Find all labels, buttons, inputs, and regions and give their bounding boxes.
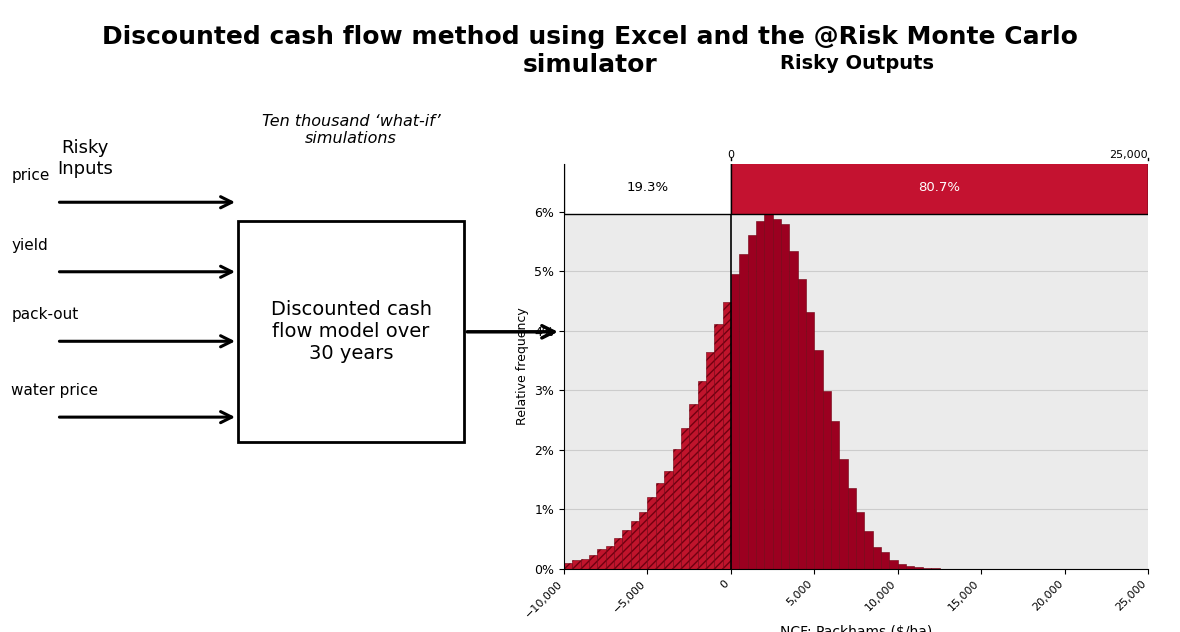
- Bar: [681, 428, 689, 569]
- Text: yield: yield: [12, 238, 48, 253]
- Bar: [789, 250, 798, 569]
- Bar: [798, 279, 806, 569]
- Bar: [689, 404, 697, 569]
- Bar: [614, 538, 623, 569]
- Bar: [597, 549, 605, 569]
- Text: 0: 0: [727, 150, 734, 159]
- X-axis label: NCF: Packhams ($/ha): NCF: Packhams ($/ha): [780, 625, 932, 632]
- Bar: [238, 221, 465, 442]
- Bar: [906, 566, 914, 569]
- Text: 80.7%: 80.7%: [918, 181, 961, 194]
- Bar: [847, 489, 856, 569]
- Y-axis label: Relative frequency: Relative frequency: [516, 308, 529, 425]
- Bar: [673, 449, 681, 569]
- Bar: [806, 312, 814, 569]
- Bar: [564, 562, 572, 569]
- Bar: [648, 497, 656, 569]
- Text: water price: water price: [12, 383, 98, 398]
- Bar: [839, 459, 847, 569]
- Bar: [765, 213, 773, 569]
- Bar: [873, 547, 881, 569]
- Bar: [706, 352, 714, 569]
- Bar: [697, 381, 706, 569]
- Bar: [748, 235, 756, 569]
- Bar: [714, 324, 722, 569]
- Text: price: price: [12, 168, 50, 183]
- Bar: [664, 470, 673, 569]
- Bar: [773, 219, 781, 569]
- Bar: [589, 554, 597, 569]
- Text: Discounted cash flow method using Excel and the @Risk Monte Carlo
simulator: Discounted cash flow method using Excel …: [101, 25, 1079, 77]
- Text: Discounted cash
flow model over
30 years: Discounted cash flow model over 30 years: [270, 300, 432, 363]
- Bar: [581, 559, 589, 569]
- Bar: [831, 421, 839, 569]
- Bar: [656, 483, 664, 569]
- Bar: [605, 546, 614, 569]
- Bar: [814, 350, 822, 569]
- Bar: [865, 531, 873, 569]
- Bar: [822, 391, 831, 569]
- Bar: [890, 560, 898, 569]
- Bar: [898, 564, 906, 569]
- Bar: [564, 160, 730, 214]
- Bar: [756, 221, 765, 569]
- Bar: [881, 552, 890, 569]
- Bar: [640, 512, 648, 569]
- Bar: [781, 224, 789, 569]
- Bar: [730, 274, 739, 569]
- Bar: [623, 530, 631, 569]
- Bar: [572, 560, 581, 569]
- Bar: [730, 160, 1148, 214]
- Text: pack-out: pack-out: [12, 307, 79, 322]
- Text: Risky Outputs: Risky Outputs: [780, 54, 933, 73]
- Text: 19.3%: 19.3%: [627, 181, 669, 194]
- Bar: [914, 567, 923, 569]
- Text: 25,000: 25,000: [1109, 150, 1148, 159]
- Bar: [856, 512, 865, 569]
- Bar: [722, 301, 730, 569]
- Bar: [631, 521, 640, 569]
- Bar: [739, 254, 748, 569]
- Text: Ten thousand ‘what-if’
simulations: Ten thousand ‘what-if’ simulations: [262, 114, 440, 146]
- Text: Risky
Inputs: Risky Inputs: [57, 139, 113, 178]
